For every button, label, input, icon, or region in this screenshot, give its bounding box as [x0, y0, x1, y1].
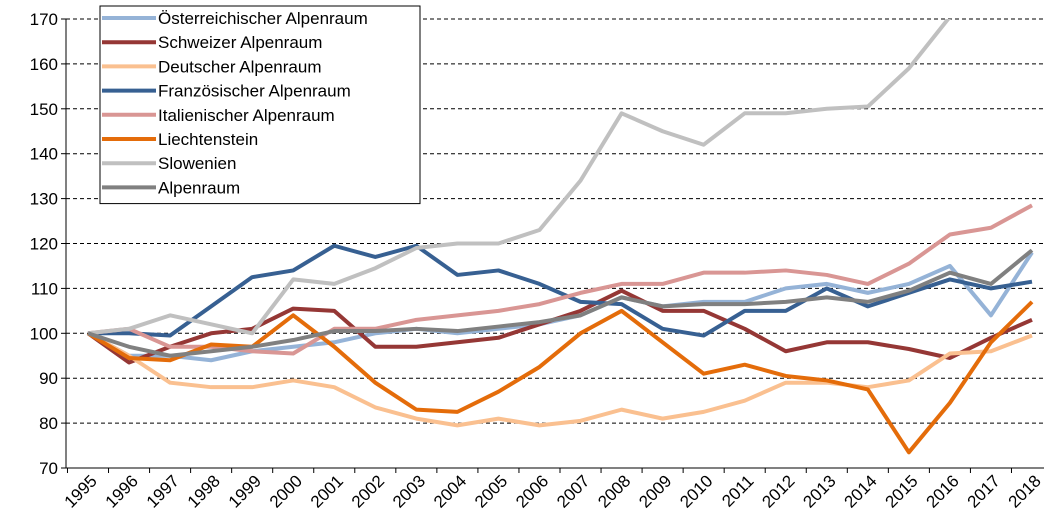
- y-tick-label: 130: [30, 190, 58, 209]
- x-tick-label: 1997: [143, 471, 183, 511]
- legend-label: Italienischer Alpenraum: [158, 106, 335, 125]
- y-tick-label: 140: [30, 145, 58, 164]
- x-tick-label: 2012: [758, 471, 798, 511]
- y-tick-label: 90: [39, 369, 58, 388]
- x-tick-label: 2010: [676, 471, 716, 511]
- legend-label: Österreichischer Alpenraum: [158, 9, 368, 28]
- x-tick-label: 1998: [184, 471, 224, 511]
- y-tick-label: 110: [31, 279, 58, 298]
- series-line: [88, 243, 1033, 338]
- series-line: [86, 300, 1034, 455]
- x-tick-label: 2015: [882, 471, 922, 511]
- legend-label: Alpenraum: [158, 178, 240, 197]
- x-tick-label: 2006: [512, 471, 552, 511]
- y-tick-label: 80: [39, 414, 58, 433]
- x-tick-label: 2013: [799, 471, 839, 511]
- x-tick-label: 2016: [923, 471, 963, 511]
- y-tick-label: 170: [30, 10, 58, 29]
- legend-label: Schweizer Alpenraum: [158, 33, 322, 52]
- series-line: [87, 19, 951, 336]
- series-line: [87, 248, 1034, 358]
- y-tick-label: 160: [30, 55, 58, 74]
- series-line: [87, 331, 1033, 428]
- y-tick-label: 120: [30, 235, 58, 254]
- x-tick-label: 1999: [225, 471, 265, 511]
- x-tick-label: 2001: [307, 471, 347, 511]
- x-tick-label: 2002: [348, 471, 388, 511]
- x-tick-label: 2009: [635, 471, 675, 511]
- y-tick-label: 150: [30, 100, 58, 119]
- x-tick-label: 2011: [718, 471, 757, 510]
- x-tick-label: 2003: [389, 471, 429, 511]
- legend-label: Deutscher Alpenraum: [158, 57, 321, 76]
- legend-box: [99, 5, 421, 205]
- series-line: [87, 203, 1033, 356]
- legend-label: Französischer Alpenraum: [158, 82, 351, 101]
- x-tick-label: 2017: [964, 471, 1004, 511]
- x-tick-label: 2014: [840, 471, 880, 511]
- x-tick-label: 2000: [266, 471, 306, 511]
- x-tick-label: 2007: [553, 471, 593, 511]
- x-tick-label: 2005: [471, 471, 511, 511]
- x-tick-label: 1995: [61, 471, 101, 511]
- x-tick-label: 2018: [1005, 471, 1045, 511]
- y-tick-label: 70: [39, 459, 58, 478]
- x-tick-label: 2008: [594, 471, 634, 511]
- x-tick-label: 2004: [430, 471, 470, 511]
- x-tick-label: 1996: [102, 471, 142, 511]
- legend-label: Liechtenstein: [158, 130, 258, 149]
- legend-label: Slowenien: [158, 154, 236, 173]
- y-tick-label: 100: [30, 324, 58, 343]
- plot-lines: [86, 19, 1034, 455]
